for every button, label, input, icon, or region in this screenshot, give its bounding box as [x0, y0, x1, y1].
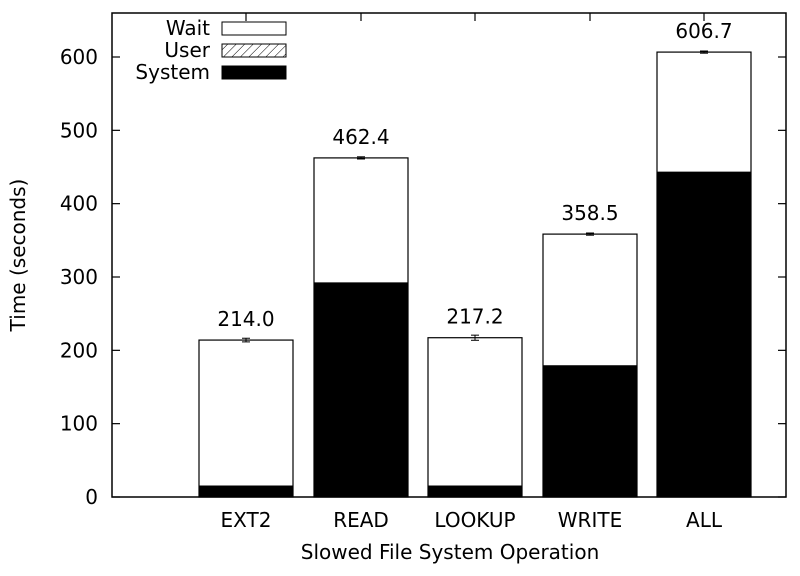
- bars-layer: [198, 51, 752, 498]
- y-tick-label: 200: [60, 338, 98, 362]
- y-tick-label: 300: [60, 265, 98, 289]
- legend-swatch-system: [221, 65, 287, 80]
- error-bars-layer: [242, 50, 708, 343]
- error-bar-write: [586, 232, 594, 236]
- x-tick-label-read: READ: [333, 508, 389, 532]
- total-label-read: 462.4: [332, 125, 389, 149]
- legend-label-user: User: [164, 38, 210, 62]
- error-bar-all: [700, 50, 708, 54]
- total-label-all: 606.7: [675, 19, 732, 43]
- y-tick-label: 100: [60, 412, 98, 436]
- bar-system-write: [542, 365, 638, 498]
- y-tick-label: 600: [60, 45, 98, 69]
- total-label-write: 358.5: [561, 201, 618, 225]
- y-tick-label: 400: [60, 192, 98, 216]
- bar-wait-lookup: [427, 337, 523, 498]
- plot-frame: [111, 12, 787, 498]
- error-bar-read: [357, 156, 365, 160]
- y-axis: 0 100 200 300 400 500 600: [60, 45, 786, 509]
- error-bar-ext2: [242, 337, 250, 343]
- x-axis: EXT2 READ LOOKUP WRITE ALL: [221, 13, 723, 532]
- bar-system-all: [656, 171, 752, 498]
- legend-label-wait: Wait: [166, 16, 210, 40]
- total-label-ext2: 214.0: [217, 307, 274, 331]
- y-axis-title: Time (seconds): [6, 179, 30, 333]
- total-labels-layer: 214.0 462.4 217.2 358.5 606.7: [217, 19, 732, 331]
- x-tick-label-all: ALL: [686, 508, 723, 532]
- x-axis-title: Slowed File System Operation: [301, 540, 600, 564]
- x-tick-label-ext2: EXT2: [221, 508, 272, 532]
- total-label-lookup: 217.2: [446, 305, 503, 329]
- bar-system-read: [313, 282, 409, 498]
- bar-wait-ext2: [198, 339, 294, 498]
- error-bar-lookup: [471, 334, 479, 341]
- x-tick-label-write: WRITE: [558, 508, 622, 532]
- legend-swatch-user: [221, 43, 287, 58]
- y-tick-label: 500: [60, 118, 98, 142]
- legend-swatch-wait: [221, 21, 287, 36]
- y-tick-label: 0: [85, 485, 98, 509]
- x-tick-label-lookup: LOOKUP: [434, 508, 515, 532]
- legend-label-system: System: [135, 60, 210, 84]
